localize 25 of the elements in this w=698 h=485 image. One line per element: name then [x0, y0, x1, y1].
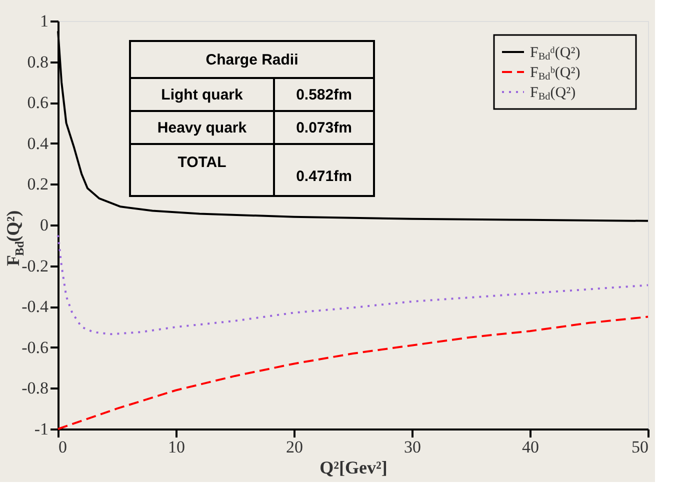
- y-tick-label: 0: [40, 216, 48, 234]
- y-tick-label: -0.8: [22, 378, 48, 398]
- y-tick-label: -0.6: [22, 338, 48, 357]
- line-series: [57, 234, 649, 336]
- y-tick-label: 0.8: [27, 52, 48, 72]
- y-tick-label: 0.6: [27, 93, 48, 112]
- annotation: 0.582fm: [296, 86, 352, 104]
- x-tick-label: 30: [404, 438, 421, 456]
- annotation: 0.073fm: [296, 120, 352, 136]
- x-tick-label: 10: [168, 438, 185, 456]
- x-axis-title: Q²[Gev²]: [320, 458, 388, 478]
- y-tick-label: -0.4: [22, 297, 49, 316]
- annotation: Light quark: [161, 86, 244, 104]
- annotation: Heavy quark: [157, 120, 248, 136]
- annotation: 0.471fm: [296, 168, 352, 185]
- x-tick-label: 40: [522, 438, 539, 456]
- y-tick-label: -1: [34, 420, 48, 438]
- y-tick-label: 0.2: [27, 174, 48, 194]
- x-tick-label: 20: [286, 438, 303, 456]
- x-tick-label: 0: [58, 438, 67, 456]
- annotation: TOTAL: [178, 154, 226, 171]
- y-tick-label: 0.4: [27, 134, 49, 153]
- x-tick-label: 50: [632, 438, 648, 456]
- y-tick-label: 1: [40, 12, 48, 30]
- annotation: Charge Radii: [206, 52, 298, 68]
